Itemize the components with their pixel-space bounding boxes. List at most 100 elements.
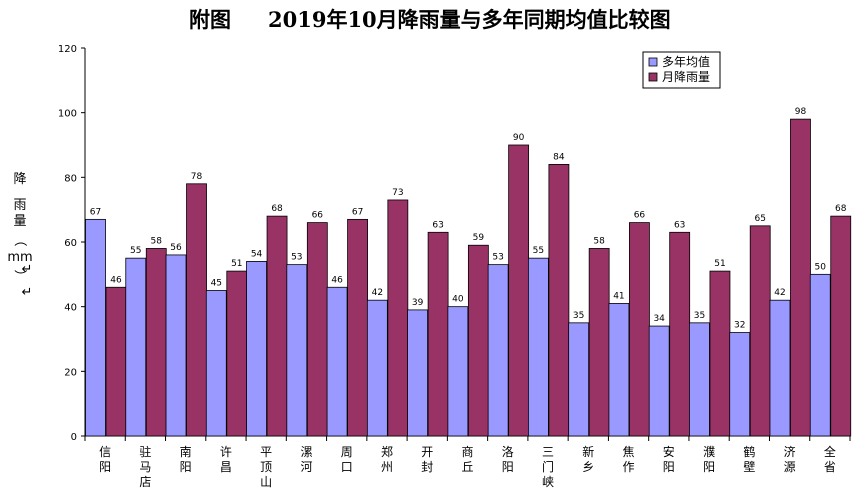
data-label: 66 <box>634 211 646 221</box>
category-label: 阳 <box>99 460 111 474</box>
category-label: 省 <box>824 460 836 474</box>
bar-average <box>85 218 106 437</box>
data-label: 63 <box>432 220 443 230</box>
bar-average <box>165 254 187 437</box>
y-axis-label-char: mm <box>7 250 32 265</box>
data-label: 84 <box>553 152 565 162</box>
data-label: 66 <box>312 211 324 221</box>
category-label: 门 <box>542 459 554 474</box>
y-tick-label: 0 <box>71 432 77 443</box>
bar-rainfall <box>347 218 368 437</box>
y-tick-label: 60 <box>64 238 77 249</box>
bar-average <box>527 257 549 437</box>
bar-average <box>689 322 710 437</box>
bar-average <box>326 286 348 437</box>
y-axis-label-char: 降 <box>13 172 26 187</box>
category-label: 州 <box>381 460 393 474</box>
bar-average <box>407 309 429 437</box>
data-label: 90 <box>513 133 525 143</box>
data-label: 56 <box>170 243 182 253</box>
plot-area: 0 20 40 60 80 100 120 67 46 信阳 55 58 驻马店 56 78 南阳 45 51 许昌… <box>58 44 852 489</box>
category-label: 新 <box>582 444 594 459</box>
bar-rainfall <box>427 231 449 437</box>
bar-rainfall <box>709 270 731 437</box>
bar-average <box>769 299 791 437</box>
bar-average <box>447 306 469 437</box>
category-label: 郑 <box>381 444 393 459</box>
data-label: 68 <box>835 204 847 214</box>
category-label: 许 <box>220 445 232 459</box>
bar-rainfall <box>749 225 771 437</box>
category-label: 济 <box>784 444 796 459</box>
chart-title: 2019年10月降雨量与多年同期均值比较图 <box>268 7 671 32</box>
category-label: 阳 <box>703 460 715 474</box>
category-label: 昌 <box>220 460 232 474</box>
category-label: 开 <box>421 445 433 459</box>
bar-rainfall <box>669 231 691 437</box>
bar-rainfall <box>588 248 610 437</box>
y-tick-label: 40 <box>64 303 77 314</box>
data-label: 55 <box>130 246 141 256</box>
y-axis-label-char: ） <box>12 269 27 282</box>
category-label: 平 <box>260 445 272 459</box>
bar-average <box>366 299 388 437</box>
category-label: 峡 <box>542 475 554 489</box>
y-axis-label-char: ↵ <box>22 262 33 277</box>
bar-average <box>246 260 267 437</box>
data-label: 40 <box>452 295 464 305</box>
data-label: 35 <box>573 311 584 321</box>
data-label: 67 <box>352 207 363 217</box>
category-label: 源 <box>784 460 796 474</box>
category-label: 马 <box>139 460 151 474</box>
bar-average <box>205 290 227 437</box>
data-label: 53 <box>492 253 503 263</box>
legend-label: 月降雨量 <box>662 70 710 84</box>
chart-title-prefix: 附图 <box>189 7 231 32</box>
data-label: 65 <box>754 214 765 224</box>
data-label: 68 <box>271 204 283 214</box>
bar-average <box>729 332 751 437</box>
data-label: 45 <box>211 279 222 289</box>
data-label: 73 <box>392 188 403 198</box>
category-label: 阳 <box>663 460 675 474</box>
data-label: 32 <box>734 321 745 331</box>
bar-average <box>809 273 831 437</box>
y-axis-label-char: （ <box>12 233 27 246</box>
category-label: 封 <box>421 460 433 474</box>
bar-rainfall <box>830 215 852 437</box>
bar-rainfall <box>306 222 328 437</box>
bar-average <box>286 264 308 437</box>
bar-average <box>568 322 590 437</box>
bar-rainfall <box>145 248 167 437</box>
category-label: 阳 <box>180 460 192 474</box>
bar-rainfall <box>186 183 207 437</box>
data-label: 67 <box>90 207 101 217</box>
data-label: 34 <box>653 314 665 324</box>
data-label: 42 <box>372 288 383 298</box>
category-label: 鹤 <box>743 444 755 459</box>
category-label: 南 <box>180 444 192 459</box>
category-label: 驻 <box>139 444 151 459</box>
data-label: 59 <box>473 233 485 243</box>
legend-swatch <box>648 72 658 82</box>
data-label: 51 <box>714 259 725 269</box>
category-label: 店 <box>139 475 151 489</box>
data-label: 35 <box>694 311 705 321</box>
legend-swatch <box>648 57 658 67</box>
category-label: 山 <box>260 475 272 489</box>
category-label: 洛 <box>502 444 514 459</box>
data-label: 58 <box>593 236 605 246</box>
category-label: 顶 <box>260 460 272 474</box>
data-label: 98 <box>795 107 807 117</box>
data-label: 58 <box>151 236 163 246</box>
bar-rainfall <box>387 199 409 437</box>
data-label: 53 <box>291 253 302 263</box>
category-label: 河 <box>300 460 312 474</box>
y-axis-label-char: ↵ <box>22 285 33 300</box>
category-label: 作 <box>623 460 635 474</box>
bar-average <box>125 257 147 437</box>
bar-average <box>648 325 670 437</box>
legend-label: 多年均值 <box>662 54 710 69</box>
category-label: 商 <box>461 444 473 459</box>
